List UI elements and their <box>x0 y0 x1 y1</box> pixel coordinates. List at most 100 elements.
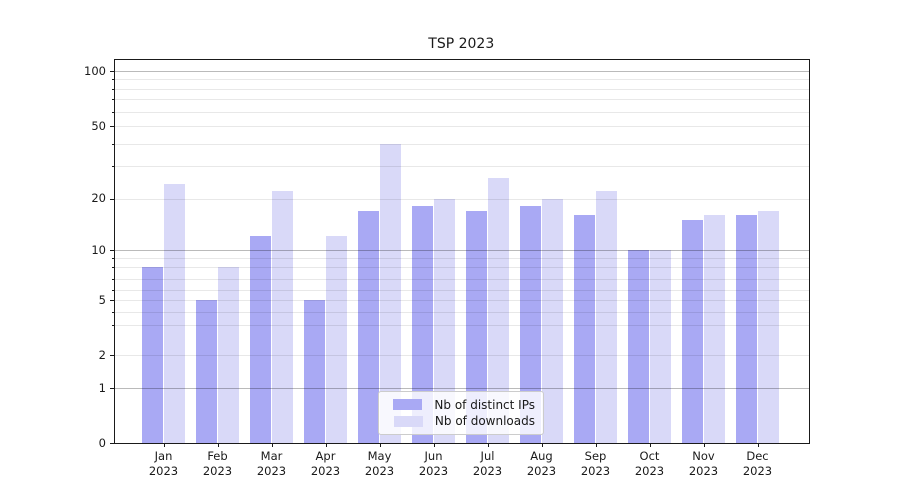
bar-downloads-jan <box>163 183 186 444</box>
gridline-major <box>114 250 809 251</box>
y-tick-label: 0 <box>98 435 106 450</box>
gridline-minor <box>114 355 809 356</box>
gridline-minor <box>114 99 809 101</box>
x-tick-label: Sep 2023 <box>580 449 611 478</box>
bar-downloads-jun <box>433 198 456 444</box>
gridline-minor <box>114 166 809 168</box>
y-tick-label: 10 <box>91 242 106 257</box>
bar-distinct-ips-feb <box>195 300 218 444</box>
gridline-minor <box>114 258 809 259</box>
y-tick-label: 100 <box>84 63 106 78</box>
y-minor-tick-mark <box>111 278 114 280</box>
y-tick-label: 20 <box>91 191 106 205</box>
y-minor-tick-mark <box>111 290 114 291</box>
x-tick-label: May 2023 <box>364 449 395 478</box>
y-minor-tick-mark <box>111 166 114 168</box>
y-minor-tick-mark <box>111 311 114 313</box>
gridline-minor <box>114 198 809 200</box>
gridline-minor <box>114 88 809 90</box>
bar-distinct-ips-oct <box>627 250 650 444</box>
axis-spine-bottom <box>114 442 810 444</box>
x-tick-mark <box>703 443 705 448</box>
x-tick-mark <box>487 443 489 448</box>
gridline-minor <box>114 126 809 127</box>
y-minor-tick-mark <box>111 143 114 145</box>
axis-spine-left <box>114 59 115 444</box>
gridline-minor <box>114 266 809 268</box>
legend-entry-downloads: Nb of downloads <box>385 414 535 428</box>
y-minor-tick-mark <box>111 99 114 101</box>
bar-downloads-dec <box>757 210 780 444</box>
gridline-minor <box>114 111 809 113</box>
y-minor-tick-mark <box>111 111 114 113</box>
axis-spine-right <box>808 59 810 444</box>
bar-distinct-ips-may <box>357 210 380 444</box>
y-tick-label: 1 <box>98 380 106 395</box>
y-tick-mark <box>110 198 114 200</box>
bar-downloads-oct <box>649 250 672 444</box>
gridline-minor <box>114 290 809 291</box>
y-tick-mark <box>110 71 114 72</box>
x-tick-label: Jan 2023 <box>148 449 179 478</box>
x-tick-label: Nov 2023 <box>688 449 719 478</box>
y-minor-tick-mark <box>111 325 114 326</box>
gridline-minor <box>114 278 809 280</box>
y-tick-label: 50 <box>91 118 106 133</box>
axis-spine-top <box>114 59 809 60</box>
y-tick-label: 5 <box>98 292 106 307</box>
legend-label-distinct-ips: Nb of distinct IPs <box>434 397 535 412</box>
x-tick-mark <box>433 443 435 448</box>
x-tick-label: Feb 2023 <box>202 449 233 478</box>
bar-distinct-ips-jan <box>141 266 164 444</box>
gridline-major <box>114 71 809 72</box>
bar-distinct-ips-dec <box>735 215 758 444</box>
x-tick-mark <box>163 443 165 448</box>
y-minor-tick-mark <box>111 79 114 81</box>
bar-downloads-aug <box>541 198 564 444</box>
legend-label-downloads: Nb of downloads <box>434 414 535 429</box>
x-tick-mark <box>757 443 759 448</box>
gridline-minor <box>114 311 809 313</box>
y-minor-tick-mark <box>111 266 114 268</box>
bar-downloads-mar <box>271 190 294 444</box>
y-tick-mark <box>110 443 114 445</box>
x-tick-label: Mar 2023 <box>256 449 287 478</box>
bar-downloads-sep <box>595 190 618 444</box>
x-tick-mark <box>325 443 327 448</box>
x-tick-mark <box>379 443 381 448</box>
x-tick-label: Jul 2023 <box>472 449 503 478</box>
x-tick-label: Dec 2023 <box>742 449 773 478</box>
y-minor-tick-mark <box>111 258 114 259</box>
x-tick-label: Apr 2023 <box>310 449 341 478</box>
x-tick-mark <box>649 443 651 448</box>
y-tick-label: 2 <box>98 347 106 362</box>
x-tick-mark <box>217 443 219 448</box>
legend-swatch-downloads-icon <box>393 415 423 427</box>
bar-distinct-ips-jul <box>465 210 488 444</box>
gridline-major <box>114 388 809 390</box>
bar-distinct-ips-mar <box>249 236 272 444</box>
bar-downloads-jul <box>487 177 510 444</box>
bar-downloads-apr <box>325 236 348 444</box>
legend-entry-distinct-ips: Nb of distinct IPs <box>385 398 535 412</box>
legend: Nb of distinct IPs Nb of downloads <box>378 391 544 435</box>
legend-swatch-distinct-ips-icon <box>393 399 423 411</box>
bar-downloads-nov <box>703 215 726 444</box>
y-tick-mark <box>110 250 114 251</box>
y-tick-mark <box>110 388 114 390</box>
bar-distinct-ips-sep <box>573 215 596 444</box>
x-tick-mark <box>271 443 273 448</box>
x-tick-label: Aug 2023 <box>526 449 557 478</box>
bar-distinct-ips-apr <box>303 300 326 444</box>
gridline-minor <box>114 143 809 145</box>
y-tick-mark <box>110 355 114 356</box>
x-tick-label: Jun 2023 <box>418 449 449 478</box>
y-tick-mark <box>110 126 114 127</box>
y-tick-mark <box>110 300 114 301</box>
bar-distinct-ips-jun <box>411 206 434 444</box>
gridline-minor <box>114 79 809 81</box>
x-tick-label: Oct 2023 <box>634 449 665 478</box>
bar-downloads-feb <box>217 266 240 444</box>
x-tick-mark <box>595 443 597 448</box>
y-minor-tick-mark <box>111 88 114 90</box>
